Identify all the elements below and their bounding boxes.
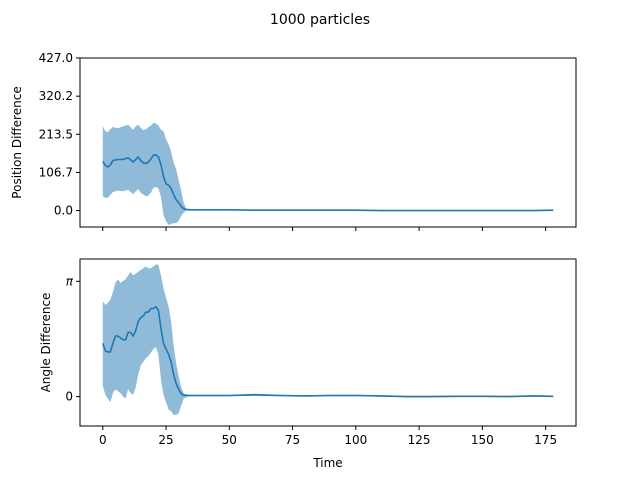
angle-ytick-label: 0 [65,390,73,404]
angle-mean-line-layer [102,305,554,398]
angle-confidence-band [102,264,554,415]
angle-xtick-label: 75 [285,433,300,447]
figure-title: 1000 particles [270,12,370,28]
position-mean-line-layer [102,154,554,212]
position-confidence-band [102,123,554,225]
position-plot: 0.0 106.7 213.5 320.2 427.0 Position Differe… [10,51,577,231]
angle-confidence-band-layer [102,264,554,415]
angle-ylabel: Angle Difference [39,293,53,393]
position-yticks: 0.0 106.7 213.5 320.2 427.0 [39,51,80,218]
angle-mean-line [102,305,554,398]
position-plot-frame [79,57,577,228]
angle-xtick-label: 150 [471,433,494,447]
angle-xtick-label: 25 [158,433,173,447]
angle-xtick-label: 0 [99,433,107,447]
position-xticks [102,227,547,231]
angle-yticks: 0π [65,274,80,404]
position-confidence-band-layer [102,123,554,225]
position-ytick-label: 0.0 [54,204,73,218]
position-ytick-label: 106.7 [39,165,73,179]
position-ytick-label: 427.0 [39,51,73,65]
angle-xtick-label: 100 [344,433,367,447]
angle-ytick-label: π [66,274,74,288]
position-ytick-label: 213.5 [39,127,73,141]
position-mean-line [102,154,554,212]
position-ylabel: Position Difference [10,86,24,198]
position-ytick-label: 320.2 [39,89,73,103]
angle-xtick-label: 125 [408,433,431,447]
angle-xtick-label: 175 [534,433,557,447]
angle-xlabel: Time [312,456,342,470]
angle-xticks: 0 25 50 75 100 125 150 175 [99,426,557,447]
angle-xtick-label: 50 [222,433,237,447]
angle-plot: 0 25 50 75 100 125 150 175 0π Angle Difference … [39,258,577,470]
angle-plot-frame [79,258,577,427]
